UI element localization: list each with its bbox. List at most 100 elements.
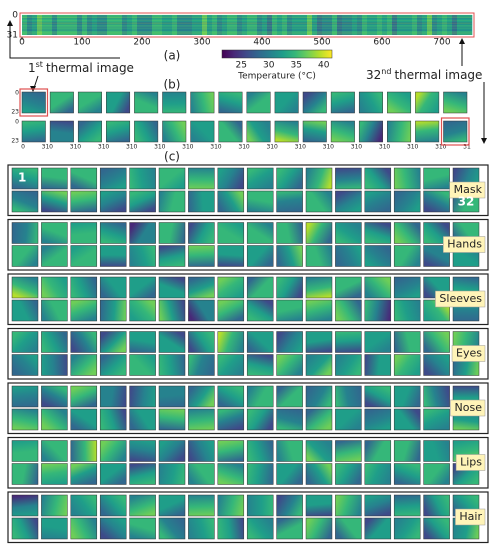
thermal-tile (129, 299, 156, 322)
thermal-tile (276, 408, 303, 431)
annotation-text: thermal image (394, 68, 482, 82)
thermal-tile (99, 463, 127, 485)
thermal-tile (335, 167, 362, 190)
thermal-tile (364, 408, 392, 431)
thermal-tile (158, 408, 186, 431)
thermal-tile (41, 190, 68, 213)
thermal-tile (70, 385, 98, 408)
thermal-tile (41, 354, 68, 376)
thermal-tile (393, 190, 421, 213)
thermal-tile (276, 276, 303, 299)
thermal-tile (158, 167, 186, 190)
x-tick-label: 31 (463, 144, 471, 151)
thermal-tile (70, 494, 98, 517)
thermal-tile (246, 276, 274, 299)
thermal-tile (11, 331, 39, 353)
thermal-tile (217, 190, 245, 213)
group-label-box (435, 290, 486, 308)
thermal-tile (188, 517, 215, 540)
panel-label: (a) (164, 49, 181, 63)
group-label-box (451, 345, 486, 362)
x-tick-label: 200 (133, 38, 150, 48)
thermal-tile (393, 299, 421, 322)
thermal-tile (364, 494, 392, 517)
thermal-tile (246, 190, 274, 213)
arrow (9, 24, 120, 59)
thermal-tile (99, 354, 127, 376)
thermal-tile (393, 494, 421, 517)
thermal-tile (305, 167, 333, 190)
thermal-tile (246, 120, 271, 143)
thermal-tile (11, 517, 39, 540)
thermal-tile (274, 120, 299, 143)
thermal-tile (393, 440, 421, 462)
x-tick-label: 31 (295, 144, 303, 151)
thermal-tile (99, 331, 127, 353)
thermal-tile (335, 440, 362, 462)
thermal-tile (276, 440, 303, 462)
thermal-tile (11, 299, 39, 322)
thermal-tile (190, 120, 215, 143)
x-tick-label: 100 (73, 38, 90, 48)
thermal-tile (393, 385, 421, 408)
tile-index: 1 (18, 171, 26, 185)
thermal-tile (188, 331, 215, 353)
thermal-tile (11, 440, 39, 462)
thermal-tile (21, 91, 46, 114)
thermal-tile (188, 408, 215, 431)
group-label-box (449, 181, 486, 199)
thermal-tile (217, 222, 245, 244)
thermal-tile (11, 463, 39, 485)
group-label: Sleeves (439, 292, 482, 305)
panel-label: (b) (164, 78, 181, 92)
thermal-tile (246, 494, 274, 517)
thermal-tile (188, 190, 215, 213)
thermal-tile (41, 331, 68, 353)
thermal-tile (276, 331, 303, 353)
thermal-tile (358, 120, 383, 143)
thermal-tile (276, 222, 303, 244)
thermal-tile (358, 91, 383, 114)
thermal-tile (11, 245, 39, 267)
colorbar-tick: 35 (291, 61, 302, 71)
annotation-suffix: st (36, 60, 43, 69)
thermal-tile (41, 276, 68, 299)
thermal-tile (21, 120, 46, 143)
thermal-tile (77, 120, 102, 143)
thermal-tile (335, 354, 362, 376)
x-tick-label: 0 (246, 144, 250, 151)
thermal-tile (70, 190, 98, 213)
thermal-tile (217, 463, 245, 485)
thermal-tile (305, 276, 333, 299)
thermal-tile (305, 463, 333, 485)
x-tick-label: 31 (42, 144, 50, 151)
x-tick-label: 0 (218, 144, 222, 151)
colorbar-tick: 30 (263, 61, 275, 71)
thermal-tile (158, 276, 186, 299)
x-tick-label: 0 (49, 144, 53, 151)
thermal-tile (330, 120, 355, 143)
thermal-tile (364, 331, 392, 353)
thermal-tile (364, 463, 392, 485)
group-label-box (450, 399, 486, 417)
thermal-tile (246, 440, 274, 462)
thermal-tile (335, 190, 362, 213)
group-label: Mask (454, 183, 483, 196)
thermal-tile (217, 494, 245, 517)
thermal-tile (330, 91, 355, 114)
x-tick-label: 0 (19, 38, 25, 48)
x-tick-label: 0 (190, 144, 194, 151)
thermal-tile (158, 354, 186, 376)
group-label: Nose (455, 401, 483, 414)
thermal-tile (364, 167, 392, 190)
thermal-tile (188, 354, 215, 376)
thermal-tile (305, 222, 333, 244)
highlight (19, 88, 49, 117)
thermal-tile (364, 385, 392, 408)
thermal-tile (364, 354, 392, 376)
thermal-tile (218, 120, 243, 143)
thermal-tile (364, 190, 392, 213)
x-tick-label: 31 (154, 144, 162, 151)
thermal-tile (335, 245, 362, 267)
thermal-tile (415, 91, 440, 114)
